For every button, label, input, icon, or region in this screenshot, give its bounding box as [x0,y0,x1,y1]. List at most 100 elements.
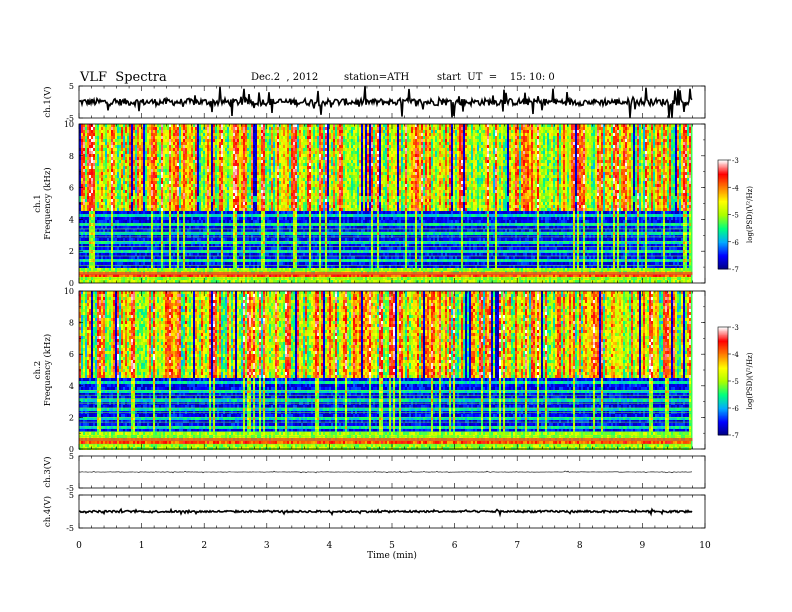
spectrogram-cell [307,127,309,130]
spectrogram-cell [379,130,381,133]
spectrogram-cell [225,154,227,157]
spectrogram-cell [233,130,235,133]
spectrogram-cell [273,130,275,133]
spectrogram-cell [315,169,317,172]
spectrogram-cell [403,154,405,157]
spectrogram-cell [367,160,369,163]
spectrogram-cell [371,166,373,169]
spectrogram-cell [201,163,203,166]
spectrogram-cell [347,154,349,157]
spectrogram-cell [635,151,637,154]
spectrogram-cell [605,145,607,148]
spectrogram-cell [521,127,523,130]
spectrogram-cell [645,136,647,139]
spectrogram-cell [545,127,547,130]
spectrogram-cell [417,154,419,157]
spectrogram-cell [421,166,423,169]
spectrogram-cell [313,169,315,172]
spectrogram-cell [177,163,179,166]
spectrogram-cell [565,148,567,151]
spectrogram-cell [567,139,569,142]
spectrogram-cell [535,130,537,133]
spectrogram-cell [387,133,389,136]
spectrogram-cell [669,160,671,163]
spectrogram-cell [669,124,671,127]
spectrogram-cell [515,124,517,127]
spectrogram-cell [551,130,553,133]
spectrogram-cell [367,145,369,148]
spectrogram-cell [507,130,509,133]
spectrogram-cell [533,151,535,154]
spectrogram-cell [91,169,93,172]
spectrogram-cell [143,154,145,157]
spectrogram-cell [333,130,335,133]
spectrogram-cell [371,127,373,130]
spectrogram-cell [243,139,245,142]
spectrogram-cell [233,148,235,151]
spectrogram-cell [139,148,141,151]
spectrogram-cell [373,139,375,142]
spectrogram-cell [167,148,169,151]
spectrogram-cell [137,142,139,145]
spectrogram-cell [663,133,665,136]
spectrogram-cell [477,154,479,157]
spectrogram-cell [605,124,607,127]
spectrogram-cell [613,157,615,160]
spectrogram-cell [97,148,99,151]
spectrogram-cell [539,166,541,169]
spectrogram-cell [129,127,131,130]
spectrogram-cell [215,151,217,154]
spectrogram-cell [429,169,431,172]
spectrogram-cell [353,148,355,151]
spectrogram-cell [207,145,209,148]
spectrogram-cell [237,160,239,163]
spectrogram-cell [619,145,621,148]
spectrogram-cell [251,136,253,139]
spectrogram-cell [279,148,281,151]
spectrogram-cell [567,151,569,154]
spectrogram-cell [595,127,597,130]
spectrogram-cell [431,145,433,148]
spectrogram-cell [493,163,495,166]
spectrogram-cell [587,133,589,136]
spectrogram-cell [199,148,201,151]
spectrogram-cell [315,154,317,157]
spectrogram-cell [271,151,273,154]
spectrogram-cell [165,157,167,160]
spectrogram-cell [389,145,391,148]
spectrogram-cell [219,136,221,139]
spectrogram-cell [331,160,333,163]
spectrogram-cell [463,145,465,148]
spectrogram-cell [261,148,263,151]
spectrogram-cell [309,127,311,130]
spectrogram-cell [307,148,309,151]
spectrogram-cell [533,145,535,148]
spectrogram-cell [117,157,119,160]
spectrogram-cell [109,154,111,157]
spectrogram-cell [87,145,89,148]
spectrogram-cell [403,139,405,142]
spectrogram-cell [277,163,279,166]
spectrogram-cell [417,127,419,130]
spectrogram-cell [269,148,271,151]
spectrogram-cell [431,166,433,169]
spectrogram-cell [421,133,423,136]
spectrogram-cell [485,136,487,139]
spectrogram-cell [439,148,441,151]
spectrogram-cell [573,148,575,151]
spectrogram-cell [97,157,99,160]
spectrogram-cell [457,157,459,160]
spectrogram-cell [641,169,643,172]
spectrogram-cell [477,157,479,160]
spectrogram-cell [275,127,277,130]
spectrogram-cell [589,139,591,142]
spectrogram-cell [655,169,657,172]
spectrogram-cell [209,148,211,151]
spectrogram-cell [395,130,397,133]
spectrogram-cell [389,127,391,130]
spectrogram-cell [669,130,671,133]
spectrogram-cell [197,139,199,142]
spectrogram-cell [269,127,271,130]
spectrogram-cell [177,166,179,169]
spectrogram-cell [105,145,107,148]
